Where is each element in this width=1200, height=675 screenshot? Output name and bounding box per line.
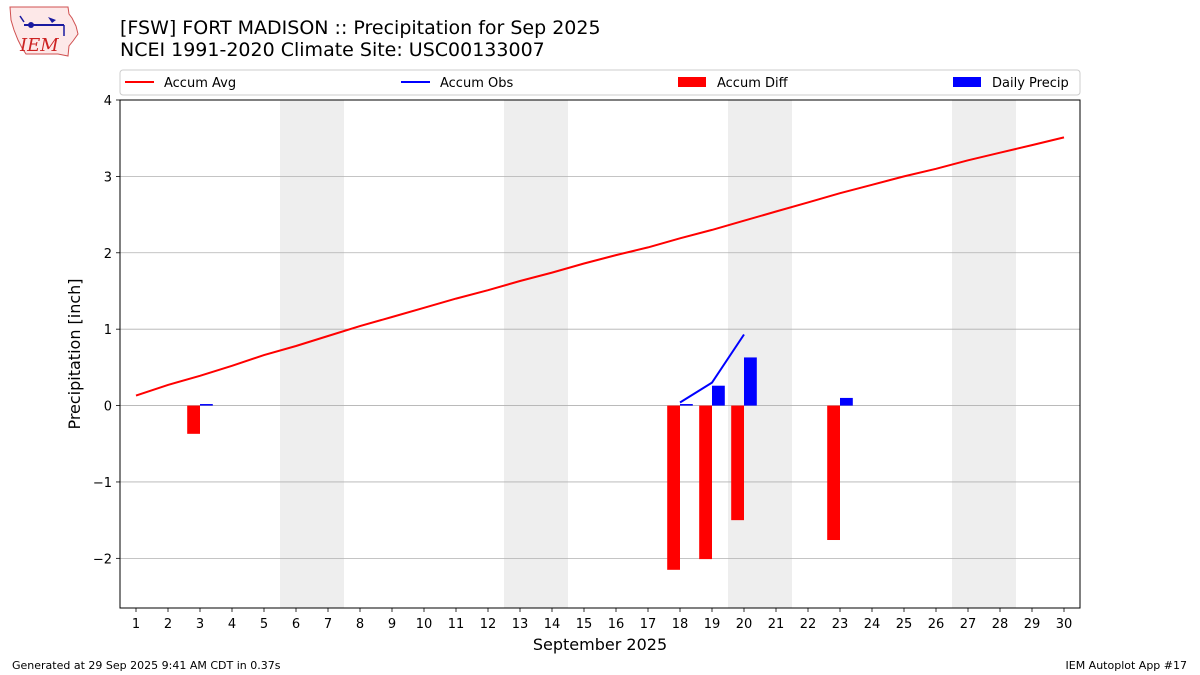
logo-text: IEM — [19, 35, 59, 56]
accum-diff-bar — [731, 405, 744, 521]
footer-app-id: IEM Autoplot App #17 — [1065, 659, 1188, 672]
legend-label: Accum Avg — [164, 76, 236, 91]
x-tick-label: 7 — [324, 617, 332, 632]
x-tick-label: 16 — [608, 617, 625, 632]
legend-accum-diff-swatch — [678, 77, 706, 87]
x-tick-label: 23 — [832, 617, 849, 632]
x-tick-label: 19 — [704, 617, 721, 632]
daily-precip-bar — [200, 404, 213, 406]
x-tick-label: 8 — [356, 617, 364, 632]
accum-diff-bar — [699, 405, 712, 560]
weekend-shade — [280, 100, 344, 608]
weekend-shade — [504, 100, 568, 608]
daily-precip-bar — [680, 404, 693, 406]
x-tick-label: 10 — [416, 617, 433, 632]
accum-avg-line — [135, 136, 1065, 397]
x-tick-label: 17 — [640, 617, 657, 632]
x-tick-label: 9 — [388, 617, 396, 632]
x-tick-label: 25 — [896, 617, 913, 632]
x-tick-label: 27 — [960, 617, 977, 632]
y-tick-label: 2 — [104, 247, 112, 262]
daily-precip-bar — [744, 357, 757, 406]
x-tick-label: 28 — [992, 617, 1009, 632]
legend-box — [119, 69, 1081, 96]
x-tick-label: 3 — [196, 617, 204, 632]
accum-diff-bar — [827, 405, 840, 541]
x-tick-label: 21 — [768, 617, 785, 632]
x-tick-label: 29 — [1024, 617, 1041, 632]
legend-label: Accum Obs — [440, 76, 513, 91]
accum-diff-bar — [187, 405, 200, 434]
x-tick-label: 15 — [576, 617, 593, 632]
x-axis-label: September 2025 — [533, 635, 667, 654]
x-tick-label: 5 — [260, 617, 268, 632]
legend-label: Daily Precip — [992, 76, 1069, 91]
x-tick-label: 22 — [800, 617, 817, 632]
x-tick-label: 1 — [132, 617, 140, 632]
iem-logo: IEM — [6, 4, 82, 64]
x-tick-label: 2 — [164, 617, 172, 632]
x-tick-label: 12 — [480, 617, 497, 632]
legend-label: Accum Diff — [717, 76, 789, 91]
x-tick-label: 24 — [864, 617, 881, 632]
accum-obs-line — [679, 333, 745, 404]
x-tick-label: 6 — [292, 617, 300, 632]
daily-precip-bar — [840, 397, 853, 406]
y-axis-label: Precipitation [inch] — [65, 278, 84, 429]
y-tick-label: 0 — [104, 400, 112, 415]
x-tick-label: 18 — [672, 617, 689, 632]
legend-daily-precip-swatch — [953, 77, 981, 87]
chart-subtitle: NCEI 1991-2020 Climate Site: USC00133007 — [120, 39, 545, 61]
x-tick-label: 13 — [512, 617, 529, 632]
weekend-shade — [952, 100, 1016, 608]
plot-frame — [119, 99, 1081, 609]
y-tick-label: 1 — [104, 323, 112, 338]
x-tick-label: 30 — [1056, 617, 1073, 632]
x-tick-label: 11 — [448, 617, 465, 632]
daily-precip-bar — [712, 385, 725, 406]
y-tick-label: 3 — [104, 170, 112, 185]
chart-title: [FSW] FORT MADISON :: Precipitation for … — [120, 17, 601, 39]
accum-diff-bar — [667, 405, 680, 570]
x-tick-label: 26 — [928, 617, 945, 632]
y-tick-label: −2 — [93, 552, 112, 567]
y-tick-label: −1 — [93, 476, 112, 491]
y-tick-label: 4 — [104, 94, 112, 109]
x-tick-label: 4 — [228, 617, 236, 632]
x-tick-label: 14 — [544, 617, 561, 632]
footer-generated: Generated at 29 Sep 2025 9:41 AM CDT in … — [12, 659, 281, 672]
x-tick-label: 20 — [736, 617, 753, 632]
weekend-shade — [728, 100, 792, 608]
